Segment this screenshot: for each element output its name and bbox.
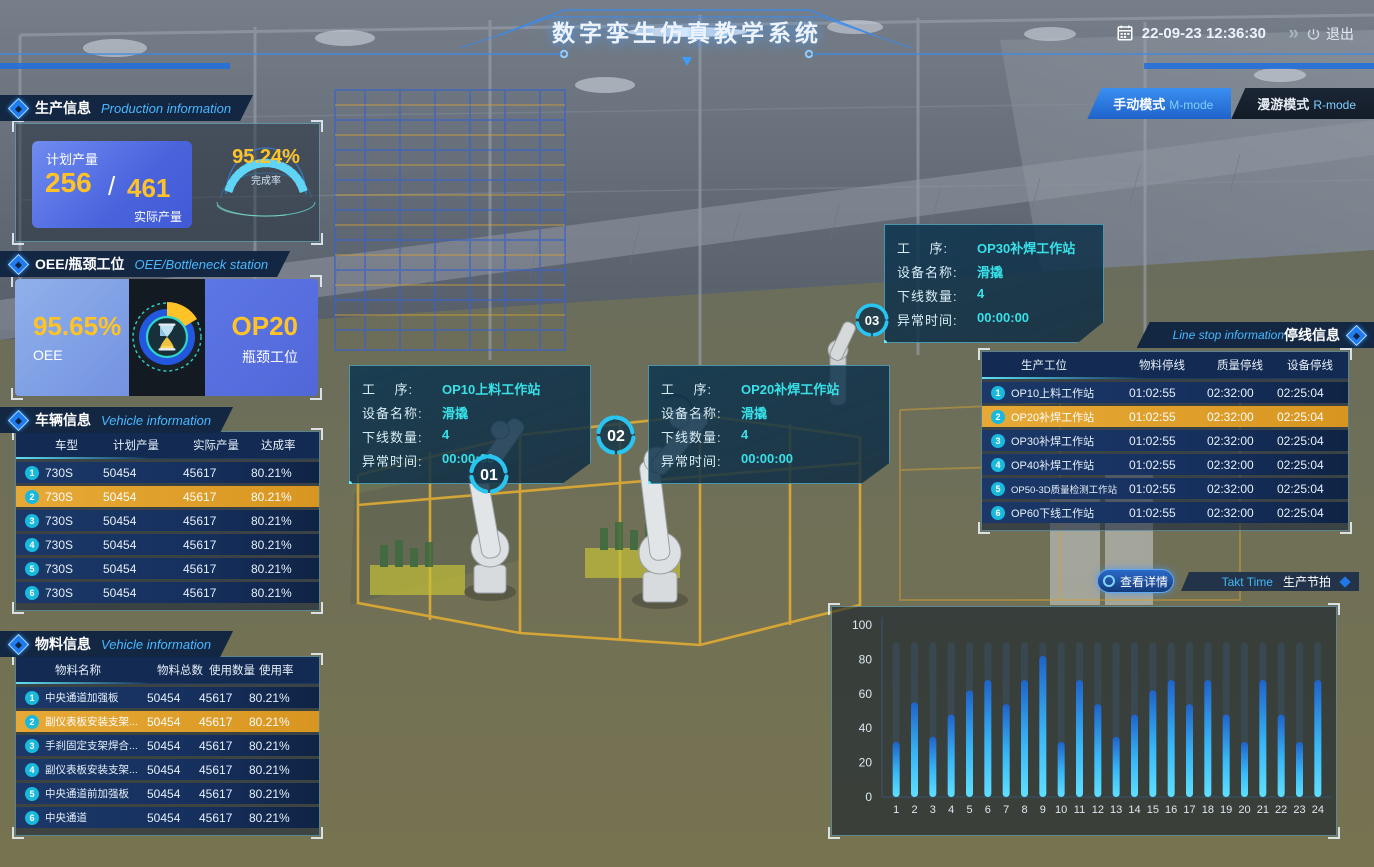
svg-text:60: 60 <box>859 687 873 701</box>
svg-text:24: 24 <box>1312 804 1324 816</box>
svg-text:01: 01 <box>480 467 498 484</box>
svg-text:20: 20 <box>1238 804 1250 816</box>
svg-text:13: 13 <box>1110 804 1122 816</box>
svg-text:80: 80 <box>859 652 873 666</box>
svg-text:10: 10 <box>1055 804 1067 816</box>
svg-text:23: 23 <box>1293 804 1305 816</box>
svg-text:19: 19 <box>1220 804 1232 816</box>
svg-text:22: 22 <box>1275 804 1287 816</box>
svg-text:6: 6 <box>985 804 991 816</box>
svg-text:02: 02 <box>607 428 625 445</box>
svg-text:2: 2 <box>911 804 917 816</box>
svg-text:7: 7 <box>1003 804 1009 816</box>
svg-text:40: 40 <box>859 721 873 735</box>
svg-text:21: 21 <box>1257 804 1269 816</box>
svg-text:1: 1 <box>893 804 899 816</box>
svg-text:0: 0 <box>865 790 872 804</box>
svg-text:20: 20 <box>859 756 873 770</box>
svg-text:15: 15 <box>1147 804 1159 816</box>
svg-text:16: 16 <box>1165 804 1177 816</box>
svg-text:11: 11 <box>1074 804 1085 816</box>
svg-text:14: 14 <box>1128 804 1140 816</box>
svg-text:9: 9 <box>1040 804 1046 816</box>
svg-text:12: 12 <box>1092 804 1104 816</box>
svg-text:18: 18 <box>1202 804 1214 816</box>
svg-text:03: 03 <box>865 313 879 328</box>
svg-text:5: 5 <box>966 804 972 816</box>
svg-text:8: 8 <box>1021 804 1027 816</box>
svg-text:3: 3 <box>930 804 936 816</box>
svg-text:4: 4 <box>948 804 954 816</box>
svg-text:17: 17 <box>1183 804 1195 816</box>
svg-text:100: 100 <box>852 618 872 632</box>
